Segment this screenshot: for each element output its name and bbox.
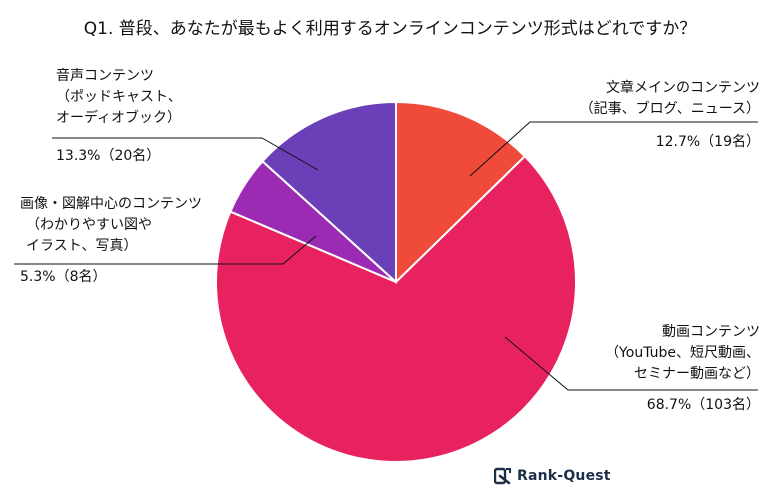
slice-label-line: 音声コンテンツ (56, 68, 154, 84)
brand-logo: Rank-Quest (494, 467, 611, 485)
leader-line-video (504, 336, 758, 391)
pie-slice-audio (261, 100, 397, 285)
slice-label-line: セミナー動画など） (634, 366, 760, 382)
slice-value: 5.3%（8名） (20, 269, 107, 285)
slice-label-video: 動画コンテンツ （YouTube、短尺動画、 セミナー動画など） 68.7%（1… (605, 322, 760, 416)
slice-label-audio: 音声コンテンツ （ポッドキャスト、 オーディオブック） (56, 66, 182, 129)
slice-label-image: 画像・図解中心のコンテンツ （わかりやすい図や イラスト、写真） 5.3%（8名… (20, 194, 202, 288)
pie-slice-video (215, 154, 577, 463)
slice-label-line: （記事、ブログ、ニュース） (579, 101, 760, 117)
leader-line-text (469, 121, 758, 177)
slice-label-line: イラスト、写真） (26, 238, 138, 254)
slice-value: 12.7%（19名） (655, 134, 760, 150)
slice-label-line: 文章メインのコンテンツ (606, 80, 760, 96)
slice-label-line: 画像・図解中心のコンテンツ (20, 196, 202, 212)
slice-label-line: オーディオブック） (56, 110, 182, 126)
slice-label-line: （YouTube、短尺動画、 (605, 345, 760, 361)
slice-label-line: （ポッドキャスト、 (56, 89, 182, 105)
slice-label-line: 動画コンテンツ (662, 324, 760, 340)
chart-title: Q1. 普段、あなたが最もよく利用するオンラインコンテンツ形式はどれですか？ (83, 19, 697, 39)
leader-line-audio (52, 137, 319, 171)
pie-slice-text (395, 100, 527, 285)
rank-quest-logo-icon (494, 467, 511, 485)
slice-value: 68.7%（103名） (646, 397, 760, 413)
slice-label-text: 文章メインのコンテンツ （記事、ブログ、ニュース） 12.7%（19名） (580, 78, 760, 153)
slice-label-line: （わかりやすい図や (26, 217, 152, 233)
brand-name: Rank-Quest (517, 468, 611, 484)
leader-line-image (14, 235, 317, 265)
slice-value: 13.3%（20名） (56, 148, 161, 164)
